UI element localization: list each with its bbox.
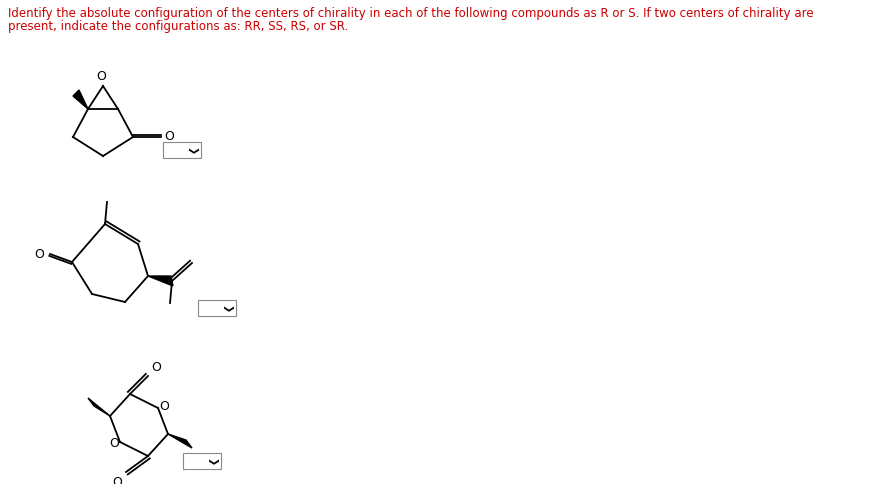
- Text: O: O: [34, 247, 44, 260]
- FancyBboxPatch shape: [183, 453, 221, 469]
- Text: O: O: [151, 360, 161, 373]
- Text: O: O: [164, 130, 174, 143]
- Polygon shape: [73, 91, 88, 110]
- Polygon shape: [148, 276, 173, 287]
- Text: ❯: ❯: [207, 457, 217, 465]
- Text: O: O: [96, 70, 106, 83]
- FancyBboxPatch shape: [163, 143, 201, 159]
- Text: O: O: [159, 400, 169, 413]
- Text: ❯: ❯: [187, 147, 197, 155]
- Polygon shape: [168, 434, 192, 448]
- Polygon shape: [88, 398, 110, 416]
- FancyBboxPatch shape: [198, 301, 236, 317]
- Text: ❯: ❯: [222, 304, 232, 312]
- Text: O: O: [112, 475, 122, 484]
- Text: Identify the absolute configuration of the centers of chirality in each of the f: Identify the absolute configuration of t…: [8, 7, 814, 20]
- Text: present, indicate the configurations as: RR, SS, RS, or SR.: present, indicate the configurations as:…: [8, 20, 348, 33]
- Text: O: O: [109, 437, 119, 450]
